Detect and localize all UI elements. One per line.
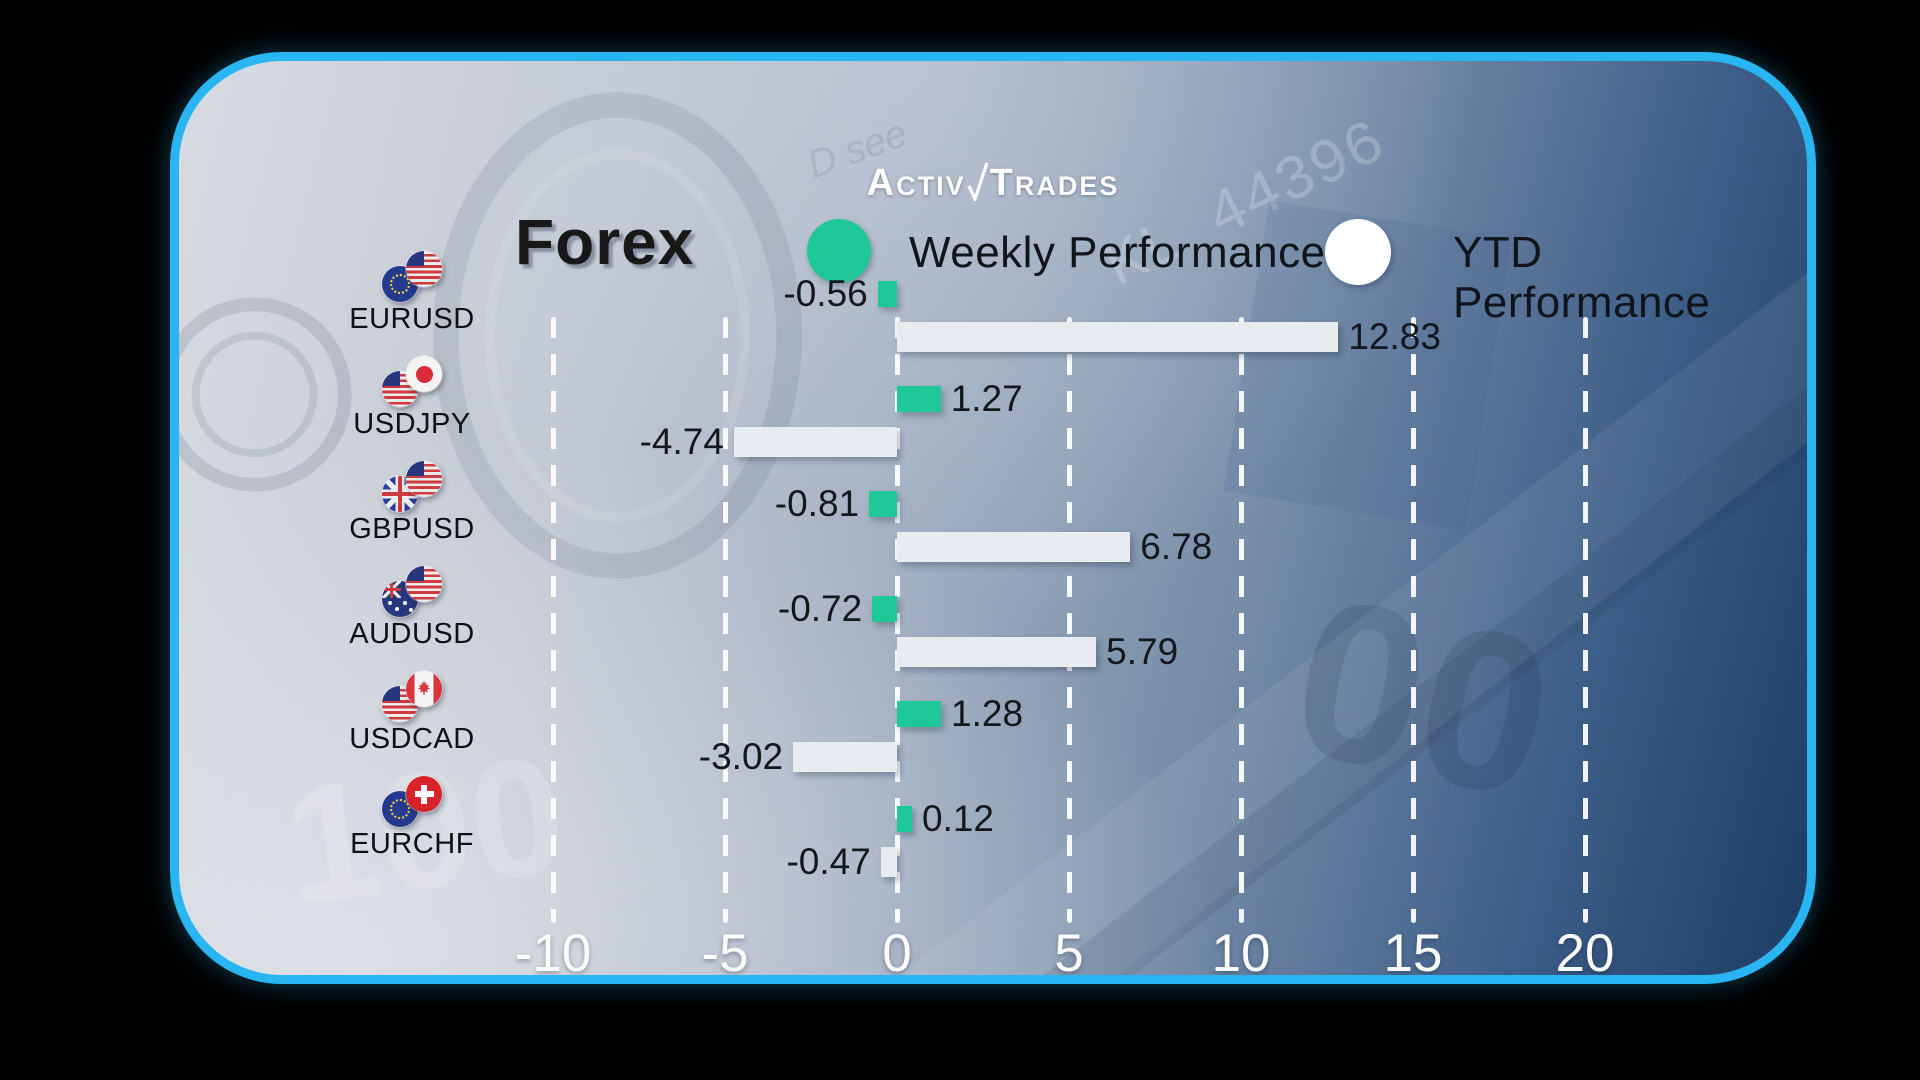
ytd-value: 5.79 xyxy=(1106,631,1179,672)
weekly-value: -0.56 xyxy=(783,273,868,314)
flag-ca-icon xyxy=(406,671,442,707)
ytd-value: -3.02 xyxy=(698,736,784,777)
tick-label: 15 xyxy=(1383,924,1443,983)
weekly-bar xyxy=(877,281,897,307)
flag-us-icon xyxy=(382,371,418,407)
pair-flags xyxy=(382,356,444,408)
pair-label: AUDUSD xyxy=(349,618,475,650)
legend-ytd-dot xyxy=(1325,219,1391,285)
weekly-value: 1.27 xyxy=(950,378,1023,419)
gridline xyxy=(722,317,728,923)
weekly-bar xyxy=(897,806,912,832)
flag-eu-icon xyxy=(382,791,418,827)
weekly-bar xyxy=(897,701,942,727)
ytd-bar xyxy=(733,427,897,457)
legend-ytd-label: YTD Performance xyxy=(1453,228,1711,327)
weekly-bar xyxy=(872,596,897,622)
pair-flags xyxy=(382,776,444,828)
pair-label: USDCAD xyxy=(349,723,475,755)
legend-weekly-dot xyxy=(807,219,871,283)
ytd-bar xyxy=(897,322,1339,352)
activtrades-logo: Activ Trades xyxy=(179,161,1807,211)
ytd-bar xyxy=(897,532,1131,562)
ytd-value: -0.47 xyxy=(786,841,871,882)
ytd-bar xyxy=(793,742,897,772)
weekly-bar xyxy=(897,386,941,412)
gridline xyxy=(1238,317,1244,923)
pair-flags xyxy=(382,566,444,618)
ytd-value: 12.83 xyxy=(1348,316,1441,357)
weekly-value: 0.12 xyxy=(922,798,995,839)
pair-flags xyxy=(382,671,444,723)
pair-label: USDJPY xyxy=(353,408,471,440)
tick-label: 5 xyxy=(1054,924,1084,983)
tick-label: 0 xyxy=(882,924,912,983)
tick-label: 10 xyxy=(1211,924,1271,983)
flag-us-icon xyxy=(406,251,442,287)
pair-label: GBPUSD xyxy=(349,513,475,545)
pair-flags xyxy=(382,251,444,303)
gridline xyxy=(894,317,900,923)
logo-text-right: Trades xyxy=(989,162,1120,204)
ytd-value: -4.74 xyxy=(639,421,724,462)
pair-label: EURUSD xyxy=(349,303,475,335)
gridline xyxy=(1066,317,1072,923)
tick-label: -10 xyxy=(514,924,592,983)
tick-label: -5 xyxy=(701,924,749,983)
ytd-value: 6.78 xyxy=(1140,526,1213,567)
pair-label: EURCHF xyxy=(350,828,474,860)
pair-flags xyxy=(382,461,444,513)
tick-label: 20 xyxy=(1555,924,1615,983)
flag-ch-icon xyxy=(406,776,442,812)
logo-text-left: Activ xyxy=(866,162,966,204)
flag-us-icon xyxy=(406,461,442,497)
flag-us-icon xyxy=(406,566,442,602)
gridline xyxy=(1410,317,1416,923)
weekly-bar xyxy=(869,491,897,517)
weekly-value: -0.72 xyxy=(777,588,863,629)
legend-weekly-label: Weekly Performance xyxy=(909,228,1326,277)
flag-jp-icon xyxy=(406,356,442,392)
x-axis-label: % Performance xyxy=(939,983,1339,984)
page-title: Forex xyxy=(515,206,695,278)
weekly-value: -0.81 xyxy=(774,483,860,524)
svg-text:00: 00 xyxy=(1274,548,1572,847)
gridline xyxy=(550,317,556,923)
weekly-value: 1.28 xyxy=(951,693,1024,734)
gridline xyxy=(1582,317,1588,923)
ytd-bar xyxy=(880,847,897,877)
ytd-bar xyxy=(897,637,1097,667)
logo-check-icon xyxy=(967,161,989,211)
forex-card: KL 44396 100 00 D see Activ Trades Forex … xyxy=(170,52,1816,984)
